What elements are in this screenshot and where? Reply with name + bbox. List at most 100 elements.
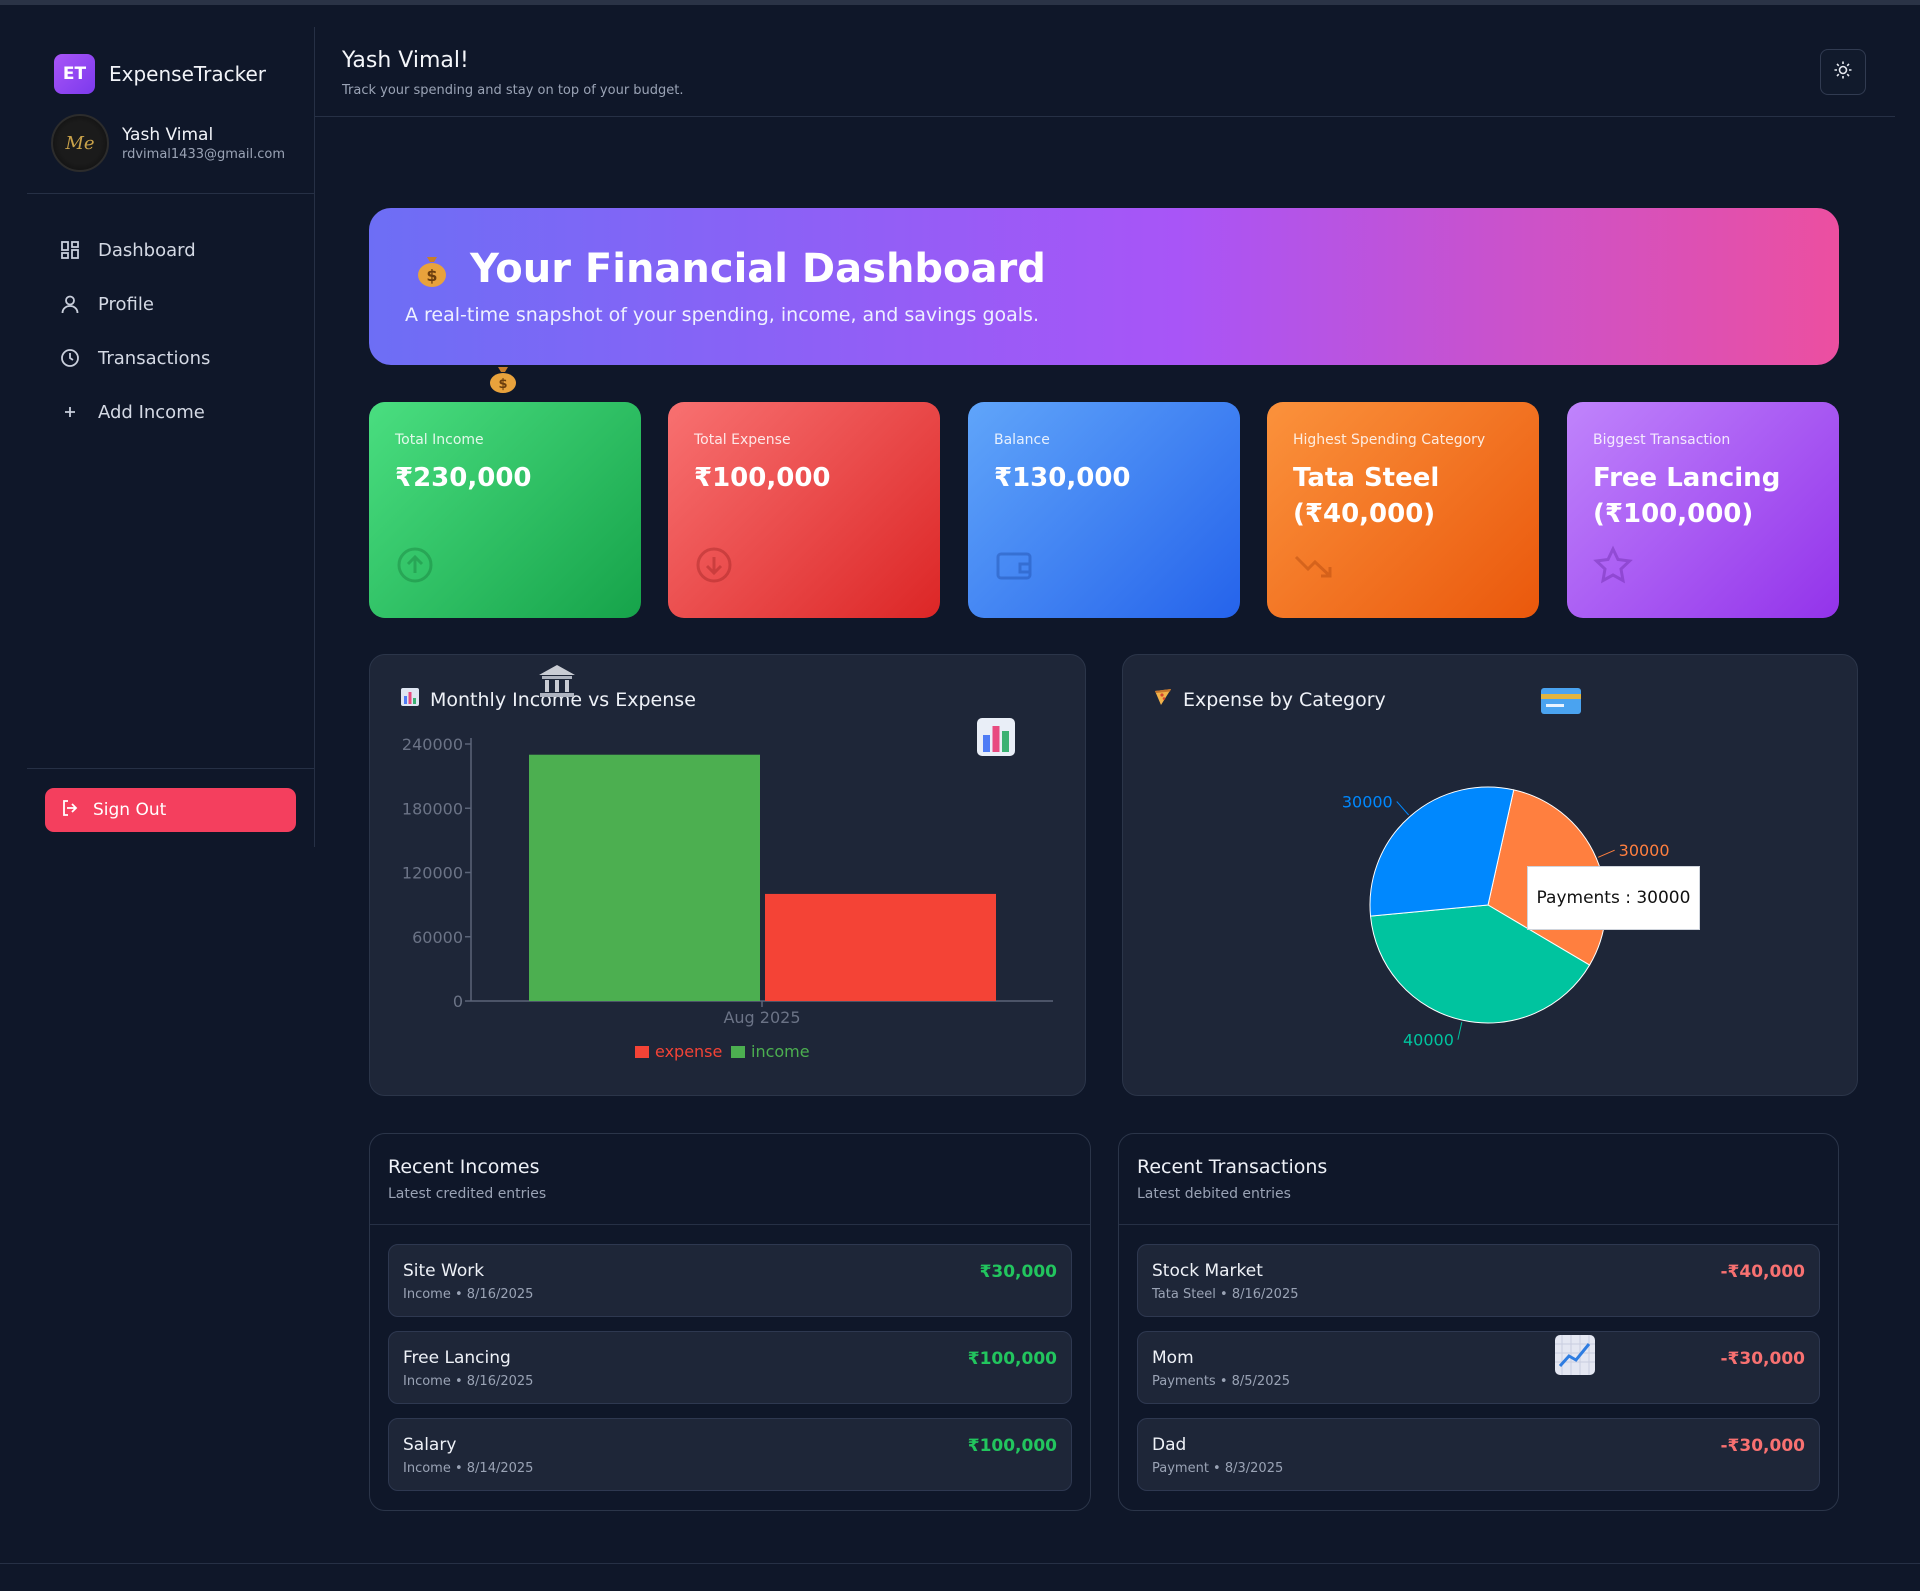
sidebar-nav: Dashboard Profile Transactions Add Incom… — [59, 223, 210, 439]
sidebar-item-dashboard[interactable]: Dashboard — [59, 223, 210, 277]
brand-name: ExpenseTracker — [109, 62, 267, 86]
list-item[interactable]: Mom Payments • 8/5/2025 -₹30,000 — [1137, 1331, 1820, 1404]
money-bag-icon: $ — [412, 249, 452, 289]
stat-value: ₹130,000 — [994, 463, 1131, 493]
money-bag-icon: $ — [486, 364, 520, 394]
stat-label: Total Income — [395, 432, 484, 448]
pizza-icon — [1153, 687, 1173, 712]
stat-card-biggest-transaction: Biggest Transaction Free Lancing (₹100,0… — [1567, 402, 1839, 618]
stat-label: Highest Spending Category — [1293, 432, 1486, 448]
pie-chart: 30000 40000 30000 — [1342, 786, 1670, 1050]
star-icon — [1593, 545, 1633, 585]
window-top-strip — [0, 0, 1920, 5]
arrow-down-circle-icon — [694, 545, 734, 585]
item-amount: -₹30,000 — [1720, 1349, 1806, 1369]
stat-value: ₹100,000 — [694, 463, 831, 493]
list-item[interactable]: Dad Payment • 8/3/2025 -₹30,000 — [1137, 1418, 1820, 1491]
sidebar: ET ExpenseTracker Me Yash Vimal rdvimal1… — [27, 27, 315, 847]
pie-leader-line — [1597, 849, 1615, 858]
pie-chart-panel: Expense by Category 30000 40000 30000 Paym… — [1122, 654, 1858, 1096]
item-name: Free Lancing — [403, 1348, 511, 1368]
stat-label: Total Expense — [694, 432, 791, 448]
list-divider — [1119, 1224, 1838, 1225]
avatar: Me — [51, 114, 109, 172]
item-meta: Payment • 8/3/2025 — [1152, 1461, 1284, 1476]
bar-chart-icon — [976, 717, 1016, 757]
recent-incomes-subtitle: Latest credited entries — [388, 1186, 547, 1202]
pie-slice — [1369, 786, 1515, 917]
sign-out-button[interactable]: Sign Out — [45, 788, 296, 832]
x-tick-label: Aug 2025 — [723, 1008, 800, 1027]
item-amount: ₹100,000 — [967, 1436, 1057, 1456]
pie-leader-line — [1396, 801, 1410, 816]
recent-incomes-title: Recent Incomes — [388, 1156, 540, 1178]
pie-chart-title-text: Expense by Category — [1183, 688, 1386, 711]
item-meta: Income • 8/14/2025 — [403, 1461, 534, 1476]
sidebar-item-transactions[interactable]: Transactions — [59, 331, 210, 385]
item-name: Stock Market — [1152, 1261, 1263, 1281]
legend-label: income — [751, 1042, 810, 1061]
bank-icon — [537, 663, 577, 699]
sidebar-item-label: Transactions — [98, 347, 211, 369]
stat-card-highest-category: Highest Spending Category Tata Steel (₹4… — [1267, 402, 1539, 618]
item-meta: Tata Steel • 8/16/2025 — [1152, 1287, 1299, 1302]
svg-text:$: $ — [426, 266, 437, 285]
logout-icon — [61, 799, 79, 822]
brand[interactable]: ET ExpenseTracker — [54, 54, 266, 94]
legend-swatch — [635, 1046, 649, 1058]
clock-icon — [59, 347, 81, 369]
pie-leader-line — [1457, 1022, 1463, 1040]
user-card[interactable]: Me Yash Vimal rdvimal1433@gmail.com — [51, 114, 285, 172]
y-tick-label: 180000 — [402, 799, 463, 818]
item-meta: Payments • 8/5/2025 — [1152, 1374, 1291, 1389]
stat-card-total-income: Total Income ₹230,000 — [369, 402, 641, 618]
recent-transactions-subtitle: Latest debited entries — [1137, 1186, 1291, 1202]
sun-icon — [1833, 60, 1853, 84]
page-header: Yash Vimal! Track your spending and stay… — [315, 27, 1895, 117]
theme-toggle-button[interactable] — [1820, 49, 1866, 95]
y-tick-label: 240000 — [402, 735, 463, 754]
page-title: Yash Vimal! — [342, 48, 469, 73]
item-name: Mom — [1152, 1348, 1194, 1368]
item-amount: ₹30,000 — [979, 1262, 1057, 1282]
brand-logo: ET — [54, 54, 95, 94]
legend-label: expense — [655, 1042, 722, 1061]
plus-icon — [59, 401, 81, 423]
sidebar-item-add-income[interactable]: Add Income — [59, 385, 210, 439]
y-tick-label: 120000 — [402, 864, 463, 883]
chart-increasing-icon — [1554, 1334, 1596, 1376]
footer-divider — [0, 1563, 1920, 1564]
legend-swatch — [731, 1046, 745, 1058]
list-item[interactable]: Salary Income • 8/14/2025 ₹100,000 — [388, 1418, 1072, 1491]
bar-income — [529, 754, 760, 1001]
list-divider — [370, 1224, 1090, 1225]
pie-chart-title: Expense by Category — [1153, 687, 1386, 712]
list-item[interactable]: Free Lancing Income • 8/16/2025 ₹100,000 — [388, 1331, 1072, 1404]
y-tick-label: 60000 — [412, 928, 463, 947]
pie-slice-label: 30000 — [1342, 792, 1393, 811]
stat-value: Tata Steel (₹40,000) — [1293, 463, 1440, 529]
stat-value: ₹230,000 — [395, 463, 532, 493]
user-name: Yash Vimal — [122, 124, 214, 145]
hero-title: $ Your Financial Dashboard — [412, 246, 1046, 292]
bar-chart-icon — [400, 687, 420, 712]
list-item[interactable]: Stock Market Tata Steel • 8/16/2025 -₹40… — [1137, 1244, 1820, 1317]
sidebar-divider — [27, 768, 315, 769]
item-name: Salary — [403, 1435, 457, 1455]
y-tick-label: 0 — [453, 992, 463, 1011]
hero-banner: $ Your Financial Dashboard A real-time s… — [369, 208, 1839, 365]
pie-slice-label: 30000 — [1619, 841, 1670, 860]
stat-label: Balance — [994, 432, 1050, 448]
bar-chart-title: Monthly Income vs Expense — [400, 687, 696, 712]
stat-card-balance: Balance ₹130,000 — [968, 402, 1240, 618]
wallet-icon — [994, 545, 1034, 585]
sidebar-item-profile[interactable]: Profile — [59, 277, 210, 331]
item-amount: ₹100,000 — [967, 1349, 1057, 1369]
list-item[interactable]: Site Work Income • 8/16/2025 ₹30,000 — [388, 1244, 1072, 1317]
item-amount: -₹40,000 — [1720, 1262, 1806, 1282]
svg-text:$: $ — [498, 377, 507, 392]
sidebar-divider — [27, 193, 315, 194]
sidebar-item-label: Profile — [98, 293, 154, 315]
item-name: Dad — [1152, 1435, 1187, 1455]
